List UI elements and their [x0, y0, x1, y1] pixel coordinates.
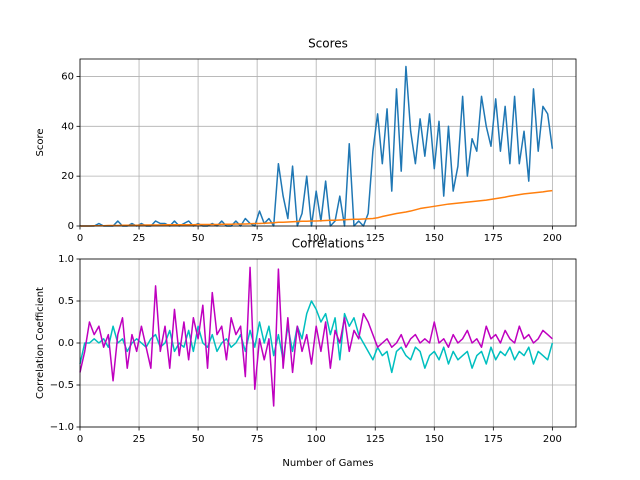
x-tick-label: 150 [425, 434, 444, 445]
x-tick-label: 75 [251, 434, 264, 445]
series-line [79, 266, 553, 407]
y-tick-label: 0.0 [58, 338, 74, 349]
axes-frame [79, 58, 577, 227]
x-tick-label: 100 [307, 233, 326, 244]
x-tick-label: 75 [251, 233, 264, 244]
y-axis-label: Correlation Coefficient [35, 287, 46, 399]
x-tick-label: 150 [425, 233, 444, 244]
x-tick-label: 125 [366, 434, 385, 445]
x-tick-label: 0 [77, 233, 83, 244]
x-tick-label: 100 [307, 434, 326, 445]
y-tick-label: 1.0 [58, 254, 74, 265]
series-line [80, 65, 554, 227]
x-tick-label: 200 [543, 233, 562, 244]
chart-title: Scores [308, 37, 348, 51]
y-tick-label: 0.5 [58, 296, 74, 307]
x-tick-label: 50 [192, 434, 205, 445]
y-tick-label: 40 [61, 121, 74, 132]
y-tick-label: 0 [68, 221, 74, 232]
x-tick-label: 175 [484, 233, 503, 244]
x-tick-label: 200 [543, 434, 562, 445]
y-tick-label: 20 [61, 171, 74, 182]
y-tick-label: −0.5 [50, 380, 74, 391]
y-axis-label: Score [35, 128, 46, 156]
series-line [79, 300, 554, 374]
axes-frame [79, 258, 577, 428]
chart-title: Correlations [292, 237, 364, 251]
y-tick-label: 60 [61, 71, 74, 82]
y-tick-label: −1.0 [50, 422, 74, 433]
x-tick-label: 125 [366, 233, 385, 244]
x-tick-label: 25 [133, 434, 146, 445]
x-tick-label: 175 [484, 434, 503, 445]
x-tick-label: 50 [192, 233, 205, 244]
x-tick-label: 0 [77, 434, 83, 445]
x-tick-label: 25 [133, 233, 146, 244]
series-line [80, 189, 553, 227]
x-axis-label: Number of Games [282, 458, 373, 469]
